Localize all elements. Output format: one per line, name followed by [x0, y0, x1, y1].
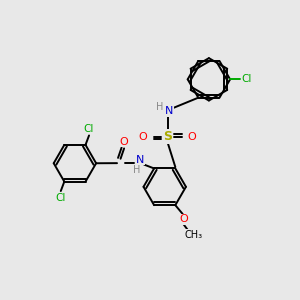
Text: N: N	[136, 154, 145, 165]
Text: O: O	[188, 132, 197, 142]
Text: S: S	[163, 130, 172, 143]
Text: O: O	[179, 214, 188, 224]
Text: O: O	[120, 137, 128, 147]
Text: Cl: Cl	[242, 74, 252, 84]
Text: H: H	[133, 165, 140, 175]
Text: Cl: Cl	[84, 124, 94, 134]
Text: Cl: Cl	[56, 193, 66, 203]
Text: N: N	[165, 106, 173, 116]
Text: O: O	[139, 132, 148, 142]
Text: CH₃: CH₃	[184, 230, 202, 240]
Text: H: H	[156, 102, 163, 112]
